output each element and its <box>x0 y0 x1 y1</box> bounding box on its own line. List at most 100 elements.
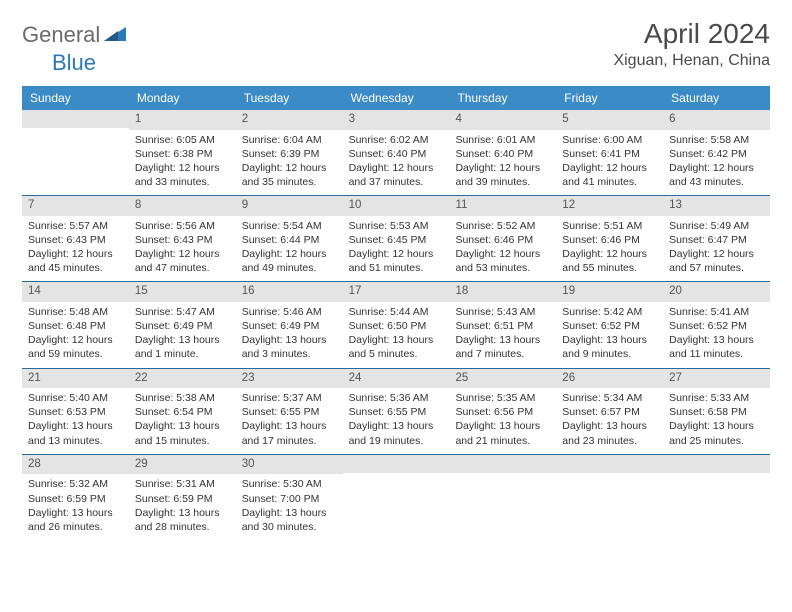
day-cell: 8Sunrise: 5:56 AMSunset: 6:43 PMDaylight… <box>129 196 236 281</box>
day-cell: 18Sunrise: 5:43 AMSunset: 6:51 PMDayligh… <box>449 282 556 367</box>
sunset-text: Sunset: 6:52 PM <box>669 319 764 333</box>
day-cell: 27Sunrise: 5:33 AMSunset: 6:58 PMDayligh… <box>663 369 770 454</box>
sunset-text: Sunset: 6:56 PM <box>455 405 550 419</box>
day-number: 18 <box>449 282 556 302</box>
sunrise-text: Sunrise: 5:36 AM <box>349 391 444 405</box>
daylight-text: Daylight: 12 hours and 41 minutes. <box>562 161 657 189</box>
day-cell <box>556 455 663 540</box>
sunset-text: Sunset: 6:52 PM <box>562 319 657 333</box>
day-number: 21 <box>22 369 129 389</box>
day-cell: 4Sunrise: 6:01 AMSunset: 6:40 PMDaylight… <box>449 110 556 195</box>
day-body: Sunrise: 6:05 AMSunset: 6:38 PMDaylight:… <box>129 130 236 196</box>
day-body: Sunrise: 5:35 AMSunset: 6:56 PMDaylight:… <box>449 388 556 454</box>
sunset-text: Sunset: 6:38 PM <box>135 147 230 161</box>
sunset-text: Sunset: 6:40 PM <box>349 147 444 161</box>
day-cell: 7Sunrise: 5:57 AMSunset: 6:43 PMDaylight… <box>22 196 129 281</box>
day-header: Thursday <box>449 86 556 110</box>
month-title: April 2024 <box>613 18 770 50</box>
location: Xiguan, Henan, China <box>613 52 770 70</box>
weeks-container: 1Sunrise: 6:05 AMSunset: 6:38 PMDaylight… <box>22 110 770 540</box>
sunset-text: Sunset: 6:42 PM <box>669 147 764 161</box>
day-body: Sunrise: 5:49 AMSunset: 6:47 PMDaylight:… <box>663 216 770 282</box>
daylight-text: Daylight: 13 hours and 23 minutes. <box>562 419 657 447</box>
day-cell: 26Sunrise: 5:34 AMSunset: 6:57 PMDayligh… <box>556 369 663 454</box>
day-header: Sunday <box>22 86 129 110</box>
sunset-text: Sunset: 6:53 PM <box>28 405 123 419</box>
day-cell: 16Sunrise: 5:46 AMSunset: 6:49 PMDayligh… <box>236 282 343 367</box>
sunrise-text: Sunrise: 5:57 AM <box>28 219 123 233</box>
day-body: Sunrise: 5:54 AMSunset: 6:44 PMDaylight:… <box>236 216 343 282</box>
day-cell: 1Sunrise: 6:05 AMSunset: 6:38 PMDaylight… <box>129 110 236 195</box>
day-cell <box>343 455 450 540</box>
sunrise-text: Sunrise: 5:35 AM <box>455 391 550 405</box>
day-number: 17 <box>343 282 450 302</box>
day-number: 7 <box>22 196 129 216</box>
daylight-text: Daylight: 13 hours and 13 minutes. <box>28 419 123 447</box>
day-number: 19 <box>556 282 663 302</box>
day-number: 15 <box>129 282 236 302</box>
sunset-text: Sunset: 6:45 PM <box>349 233 444 247</box>
daylight-text: Daylight: 12 hours and 49 minutes. <box>242 247 337 275</box>
sunset-text: Sunset: 6:59 PM <box>28 492 123 506</box>
daylight-text: Daylight: 13 hours and 3 minutes. <box>242 333 337 361</box>
day-body: Sunrise: 5:34 AMSunset: 6:57 PMDaylight:… <box>556 388 663 454</box>
sunrise-text: Sunrise: 5:42 AM <box>562 305 657 319</box>
sunrise-text: Sunrise: 5:47 AM <box>135 305 230 319</box>
day-number: 10 <box>343 196 450 216</box>
day-cell: 23Sunrise: 5:37 AMSunset: 6:55 PMDayligh… <box>236 369 343 454</box>
daylight-text: Daylight: 12 hours and 39 minutes. <box>455 161 550 189</box>
day-header-row: Sunday Monday Tuesday Wednesday Thursday… <box>22 86 770 110</box>
day-body: Sunrise: 5:36 AMSunset: 6:55 PMDaylight:… <box>343 388 450 454</box>
day-header: Wednesday <box>343 86 450 110</box>
day-body: Sunrise: 5:57 AMSunset: 6:43 PMDaylight:… <box>22 216 129 282</box>
daylight-text: Daylight: 12 hours and 43 minutes. <box>669 161 764 189</box>
sunset-text: Sunset: 6:43 PM <box>28 233 123 247</box>
sunset-text: Sunset: 6:47 PM <box>669 233 764 247</box>
sunrise-text: Sunrise: 5:44 AM <box>349 305 444 319</box>
daylight-text: Daylight: 12 hours and 45 minutes. <box>28 247 123 275</box>
day-cell: 15Sunrise: 5:47 AMSunset: 6:49 PMDayligh… <box>129 282 236 367</box>
day-body: Sunrise: 5:41 AMSunset: 6:52 PMDaylight:… <box>663 302 770 368</box>
sunset-text: Sunset: 6:46 PM <box>562 233 657 247</box>
sunrise-text: Sunrise: 6:01 AM <box>455 133 550 147</box>
day-cell: 3Sunrise: 6:02 AMSunset: 6:40 PMDaylight… <box>343 110 450 195</box>
sunset-text: Sunset: 6:51 PM <box>455 319 550 333</box>
day-cell: 2Sunrise: 6:04 AMSunset: 6:39 PMDaylight… <box>236 110 343 195</box>
day-number: 28 <box>22 455 129 475</box>
daylight-text: Daylight: 13 hours and 7 minutes. <box>455 333 550 361</box>
sunset-text: Sunset: 6:57 PM <box>562 405 657 419</box>
daylight-text: Daylight: 13 hours and 25 minutes. <box>669 419 764 447</box>
day-header: Tuesday <box>236 86 343 110</box>
day-body: Sunrise: 6:04 AMSunset: 6:39 PMDaylight:… <box>236 130 343 196</box>
sunset-text: Sunset: 6:41 PM <box>562 147 657 161</box>
day-number <box>556 455 663 473</box>
sunrise-text: Sunrise: 6:04 AM <box>242 133 337 147</box>
daylight-text: Daylight: 12 hours and 47 minutes. <box>135 247 230 275</box>
sunrise-text: Sunrise: 5:30 AM <box>242 477 337 491</box>
day-body: Sunrise: 5:53 AMSunset: 6:45 PMDaylight:… <box>343 216 450 282</box>
sunset-text: Sunset: 6:43 PM <box>135 233 230 247</box>
calendar: Sunday Monday Tuesday Wednesday Thursday… <box>22 86 770 540</box>
week-row: 1Sunrise: 6:05 AMSunset: 6:38 PMDaylight… <box>22 110 770 195</box>
sunrise-text: Sunrise: 5:40 AM <box>28 391 123 405</box>
week-row: 14Sunrise: 5:48 AMSunset: 6:48 PMDayligh… <box>22 281 770 367</box>
sunset-text: Sunset: 6:44 PM <box>242 233 337 247</box>
day-cell: 21 Sunrise: 5:40 AMSunset: 6:53 PMDayligh… <box>22 369 129 454</box>
week-row: 7Sunrise: 5:57 AMSunset: 6:43 PMDaylight… <box>22 195 770 281</box>
sunrise-text: Sunrise: 6:02 AM <box>349 133 444 147</box>
sunset-text: Sunset: 6:55 PM <box>349 405 444 419</box>
day-number: 30 <box>236 455 343 475</box>
daylight-text: Daylight: 13 hours and 15 minutes. <box>135 419 230 447</box>
sunrise-text: Sunrise: 6:05 AM <box>135 133 230 147</box>
day-number: 24 <box>343 369 450 389</box>
day-number: 23 <box>236 369 343 389</box>
daylight-text: Daylight: 13 hours and 9 minutes. <box>562 333 657 361</box>
day-cell <box>449 455 556 540</box>
day-number: 12 <box>556 196 663 216</box>
daylight-text: Daylight: 12 hours and 55 minutes. <box>562 247 657 275</box>
day-number: 11 <box>449 196 556 216</box>
sunrise-text: Sunrise: 5:46 AM <box>242 305 337 319</box>
sunset-text: Sunset: 6:49 PM <box>242 319 337 333</box>
sunset-text: Sunset: 6:58 PM <box>669 405 764 419</box>
daylight-text: Daylight: 12 hours and 57 minutes. <box>669 247 764 275</box>
